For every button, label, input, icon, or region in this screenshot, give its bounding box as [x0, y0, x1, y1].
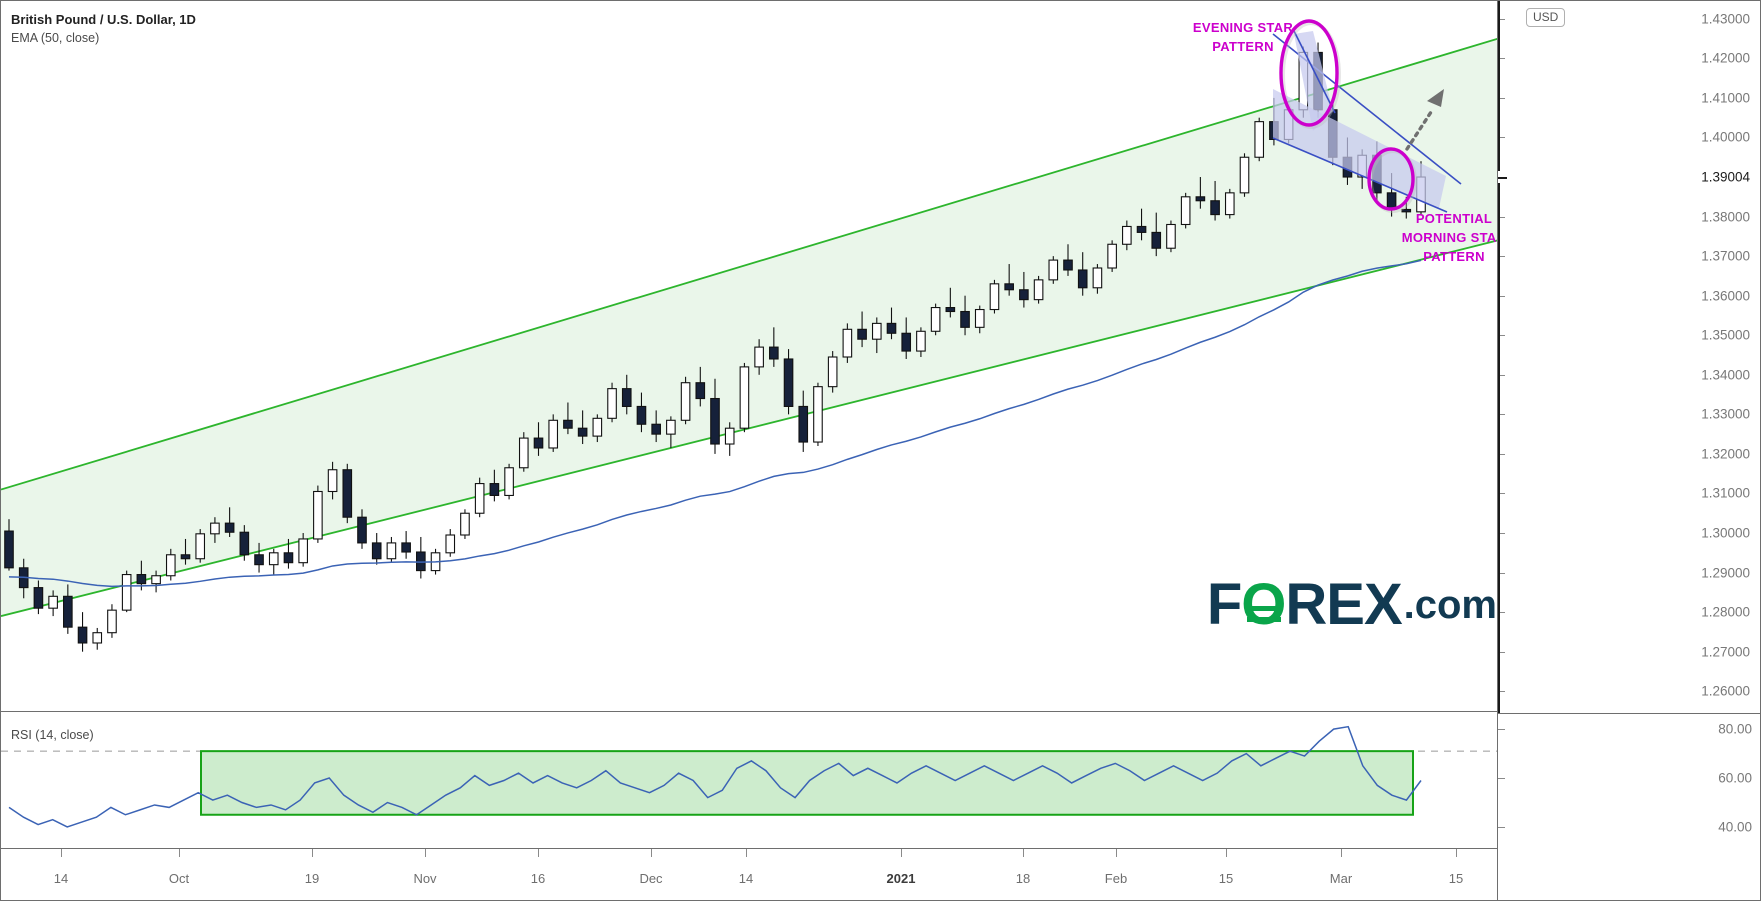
date-tick-label: Oct [168, 871, 190, 886]
date-tick-label: Feb [1104, 871, 1128, 886]
date-tick-label: 15 [1218, 871, 1234, 886]
rsi-legend: RSI (14, close) [11, 728, 94, 742]
forex-logo: FO REX .com [1187, 572, 1497, 638]
rsi-tick-label: 60.00 [1718, 770, 1752, 786]
price-tick-label: 1.29000 [1701, 565, 1750, 581]
price-chart-svg [1, 19, 1497, 652]
price-tick-mark [1498, 256, 1505, 258]
date-tick-mark [538, 849, 539, 857]
date-tick-label: 14 [738, 871, 754, 886]
date-tick-mark [425, 849, 426, 857]
date-tick-label: 18 [1015, 871, 1031, 886]
price-chart-panel[interactable]: British Pound / U.S. Dollar, 1D EMA (50,… [0, 0, 1497, 712]
annotation-morning-star: POTENTIAL MORNING STAR PATTERN [1401, 211, 1497, 264]
price-tick-mark [1498, 216, 1505, 218]
date-tick-mark [746, 849, 747, 857]
current-price-label[interactable]: 1.39004 [1701, 169, 1750, 185]
date-tick-label: Nov [413, 871, 437, 886]
date-tick-label: 14 [53, 871, 69, 886]
price-tick-label: 1.32000 [1701, 446, 1750, 462]
price-tick-label: 1.36000 [1701, 288, 1750, 304]
price-tick-mark [1498, 493, 1505, 495]
price-tick-label: 1.27000 [1701, 644, 1750, 660]
price-tick-label: 1.43000 [1701, 11, 1750, 27]
price-tick-mark [1498, 97, 1505, 99]
axis-corner [1497, 849, 1761, 901]
date-tick-mark [312, 849, 313, 857]
price-tick-label: 1.28000 [1701, 604, 1750, 620]
euro-o-icon: O [1241, 572, 1286, 637]
rsi-chart-svg [1, 725, 1497, 828]
rsi-tick-label: 40.00 [1718, 819, 1752, 835]
price-tick-mark [1498, 533, 1505, 535]
price-tick-label: 1.26000 [1701, 683, 1750, 699]
date-tick-mark [901, 849, 902, 857]
date-tick-mark [179, 849, 180, 857]
price-tick-label: 1.34000 [1701, 367, 1750, 383]
date-tick-mark [1226, 849, 1227, 857]
rsi-chart-panel[interactable]: RSI (14, close) [0, 712, 1497, 849]
ema-legend: EMA (50, close) [11, 31, 100, 45]
price-tick-label: 1.42000 [1701, 50, 1750, 66]
price-tick-mark [1498, 612, 1505, 614]
date-tick-mark [651, 849, 652, 857]
price-tick-mark [1498, 453, 1505, 455]
price-tick-mark [1498, 137, 1505, 139]
rsi-tick-label: 80.00 [1718, 721, 1752, 737]
price-tick-label: 1.31000 [1701, 485, 1750, 501]
logo-brand-text: FO REX [1206, 572, 1403, 637]
date-tick-label: 16 [530, 871, 546, 886]
logo-suffix-text: .com [1403, 583, 1497, 627]
date-tick-mark [1341, 849, 1342, 857]
rsi-tick-mark [1498, 728, 1505, 730]
date-tick-label: Mar [1329, 871, 1353, 886]
price-scale-divider [1498, 182, 1500, 713]
price-tick-label: 1.37000 [1701, 248, 1750, 264]
rsi-tick-mark [1498, 826, 1505, 828]
rsi-tick-mark [1498, 777, 1505, 779]
date-tick-mark [61, 849, 62, 857]
price-tick-mark [1498, 572, 1505, 574]
price-tick-label: 1.41000 [1701, 90, 1750, 106]
page-title: British Pound / U.S. Dollar, 1D [11, 12, 196, 27]
price-tick-mark [1498, 18, 1505, 20]
current-price-tick [1498, 176, 1507, 179]
price-tick-label: 1.33000 [1701, 406, 1750, 422]
rsi-axis[interactable]: 80.00 60.00 40.00 [1498, 713, 1761, 851]
date-tick-label: 2021 [886, 871, 916, 886]
price-tick-mark [1498, 295, 1505, 297]
price-tick-mark [1498, 414, 1505, 416]
price-axis[interactable]: 1.43000 1.42000 1.41000 1.40000 1.38000 1.370… [1497, 0, 1761, 849]
price-tick-mark [1498, 374, 1505, 376]
date-tick-label: 15 [1448, 871, 1464, 886]
currency-badge[interactable]: USD [1526, 8, 1566, 27]
annotation-evening-star: EVENING STAR PATTERN [1192, 20, 1294, 54]
price-scale-divider-upper [1498, 1, 1500, 171]
price-tick-label: 1.30000 [1701, 525, 1750, 541]
price-tick-mark [1498, 651, 1505, 653]
price-tick-mark [1498, 691, 1505, 693]
price-tick-label: 1.38000 [1701, 209, 1750, 225]
time-axis[interactable]: 14 Oct 19 Nov 16 Dec 14 2021 18 Feb 15 Mar 15 [0, 849, 1497, 901]
date-tick-label: Dec [639, 871, 663, 886]
price-tick-label: 1.40000 [1701, 129, 1750, 145]
date-tick-mark [1116, 849, 1117, 857]
date-tick-label: 19 [304, 871, 320, 886]
price-tick-label: 1.35000 [1701, 327, 1750, 343]
date-tick-mark [1023, 849, 1024, 857]
date-tick-mark [1456, 849, 1457, 857]
price-tick-mark [1498, 335, 1505, 337]
price-tick-mark [1498, 58, 1505, 60]
